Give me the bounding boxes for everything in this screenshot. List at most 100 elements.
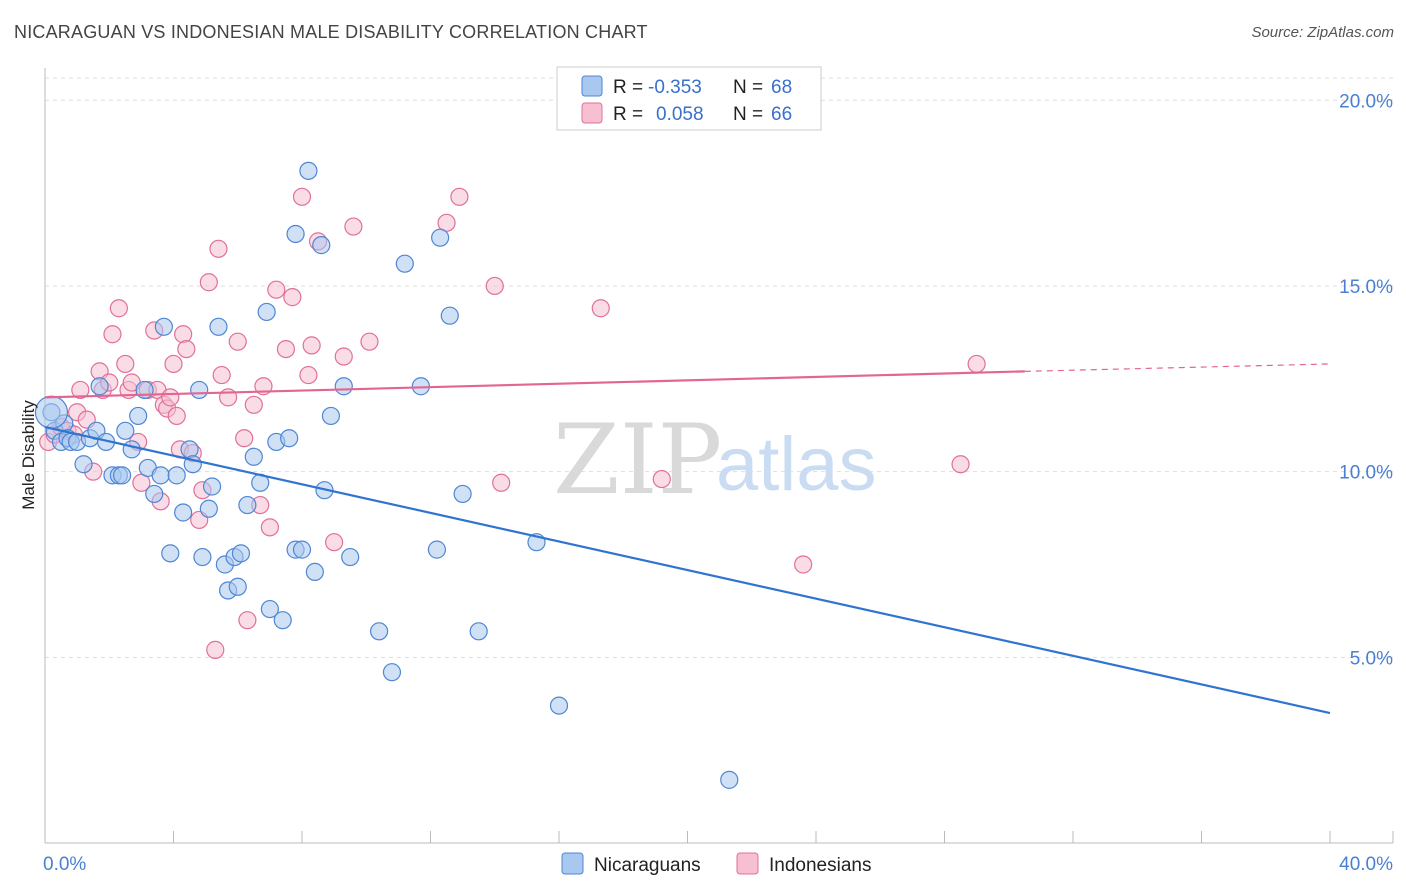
nicaraguans-point xyxy=(180,440,199,459)
nicaraguans-point xyxy=(209,317,228,336)
nicaraguans-point xyxy=(199,499,218,518)
indonesians-point xyxy=(794,555,813,574)
indonesians-point xyxy=(325,533,344,552)
indonesians-trend-line xyxy=(44,370,1025,399)
indonesians-point xyxy=(334,347,353,366)
indonesians-point xyxy=(109,299,128,318)
x-tick-label-min: 0.0% xyxy=(43,854,86,875)
indonesians-point xyxy=(235,429,254,448)
indonesians-point xyxy=(450,187,469,206)
nicaraguans-point xyxy=(334,377,353,396)
watermark-atlas: atlas xyxy=(716,422,877,507)
nicaraguans-point xyxy=(151,466,170,485)
nicaraguans-point xyxy=(312,236,331,255)
indonesians-point xyxy=(177,339,196,359)
bottom-legend-swatch-nicaraguans xyxy=(561,852,584,875)
nicaraguans-point xyxy=(257,302,276,322)
nicaraguans-point xyxy=(321,406,341,426)
bottom-legend-swatch-indonesians xyxy=(736,852,759,875)
legend-r-value-1: -0.353 xyxy=(648,77,702,98)
indonesians-point xyxy=(267,280,286,299)
indonesians-point xyxy=(967,354,986,374)
nicaraguans-point xyxy=(280,429,299,448)
indonesians-point xyxy=(299,365,318,385)
bottom-legend-label-nicaraguans: Nicaraguans xyxy=(594,855,701,876)
y-tick-label: 5.0% xyxy=(1350,648,1393,669)
chart-title: NICARAGUAN VS INDONESIAN MALE DISABILITY… xyxy=(14,22,648,42)
indonesians-point xyxy=(951,455,970,474)
series-legend: Nicaraguans Indonesians xyxy=(561,852,871,876)
nicaraguans-point xyxy=(260,599,279,619)
nicaraguans-point xyxy=(244,447,263,466)
indonesians-point xyxy=(591,299,610,318)
nicaraguans-point xyxy=(231,544,251,563)
y-axis-label: Male Disability xyxy=(19,400,38,510)
indonesians-point xyxy=(302,336,321,355)
indonesians-point xyxy=(260,518,279,537)
nicaraguans-point xyxy=(129,406,148,426)
nicaraguans-point xyxy=(193,547,212,567)
nicaraguans-point xyxy=(720,770,739,789)
y-tick-label: 10.0% xyxy=(1339,463,1393,484)
legend-swatch-indonesians xyxy=(581,102,603,124)
watermark-zip: ZIP xyxy=(553,404,722,516)
legend-r-label-1: R = xyxy=(613,77,643,98)
indonesians-point xyxy=(161,388,180,407)
indonesians-trend-extension xyxy=(1024,363,1331,372)
legend-n-label-2: N = xyxy=(733,104,763,125)
indonesians-point xyxy=(492,473,511,492)
nicaraguans-point xyxy=(427,540,447,559)
nicaraguans-point xyxy=(395,254,414,273)
legend-n-value-2: 66 xyxy=(771,104,792,125)
nicaraguans-point xyxy=(116,421,135,440)
nicaraguans-point xyxy=(238,495,257,515)
y-tick-label: 15.0% xyxy=(1339,277,1393,298)
indonesians-point xyxy=(292,187,312,206)
indonesians-point xyxy=(360,332,379,351)
x-tick-label-max: 40.0% xyxy=(1339,854,1393,875)
nicaraguans-point xyxy=(174,503,193,522)
indonesians-point xyxy=(283,288,302,307)
indonesians-point xyxy=(103,325,122,344)
nicaraguans-point xyxy=(440,306,459,325)
nicaraguans-point xyxy=(145,484,164,504)
indonesians-point xyxy=(212,365,231,385)
indonesians-point xyxy=(206,640,225,659)
indonesians-point xyxy=(174,325,193,344)
indonesians-point xyxy=(238,611,257,630)
nicaraguans-points xyxy=(34,161,739,789)
legend-r-label-2: R = xyxy=(613,104,643,125)
y-tick-label: 20.0% xyxy=(1339,91,1393,112)
nicaraguans-point xyxy=(122,440,141,459)
legend-n-label-1: N = xyxy=(733,77,763,98)
indonesians-point xyxy=(652,469,671,489)
nicaraguans-point xyxy=(154,317,173,336)
nicaraguans-point xyxy=(202,477,222,496)
nicaraguans-point xyxy=(370,622,389,641)
legend-n-value-1: 68 xyxy=(771,77,792,98)
nicaraguans-point xyxy=(228,577,247,596)
nicaraguans-point xyxy=(469,622,488,641)
nicaraguans-point-large xyxy=(34,395,69,429)
nicaraguans-point xyxy=(305,562,324,582)
nicaraguans-trend-line xyxy=(44,426,1331,715)
nicaraguans-point xyxy=(549,696,569,715)
indonesians-points xyxy=(39,187,986,659)
nicaraguans-point xyxy=(167,466,186,485)
nicaraguans-point xyxy=(74,455,93,474)
nicaraguans-point xyxy=(341,547,360,567)
nicaraguans-point xyxy=(190,380,209,400)
indonesians-point xyxy=(344,217,363,236)
indonesians-point xyxy=(71,380,90,400)
nicaraguans-point xyxy=(382,663,402,682)
nicaraguans-point xyxy=(286,224,305,244)
indonesians-point xyxy=(199,273,218,292)
correlation-legend: R = -0.353 N = 68 R = 0.058 N = 66 xyxy=(556,66,822,131)
indonesians-point xyxy=(167,406,186,426)
legend-r-value-2: 0.058 xyxy=(656,104,704,125)
nicaraguans-point xyxy=(273,611,292,630)
trend-lines xyxy=(44,363,1331,715)
axes xyxy=(44,68,1394,844)
tick-labels: 5.0% 10.0% 15.0% 20.0% 0.0% 40.0% xyxy=(43,91,1393,875)
